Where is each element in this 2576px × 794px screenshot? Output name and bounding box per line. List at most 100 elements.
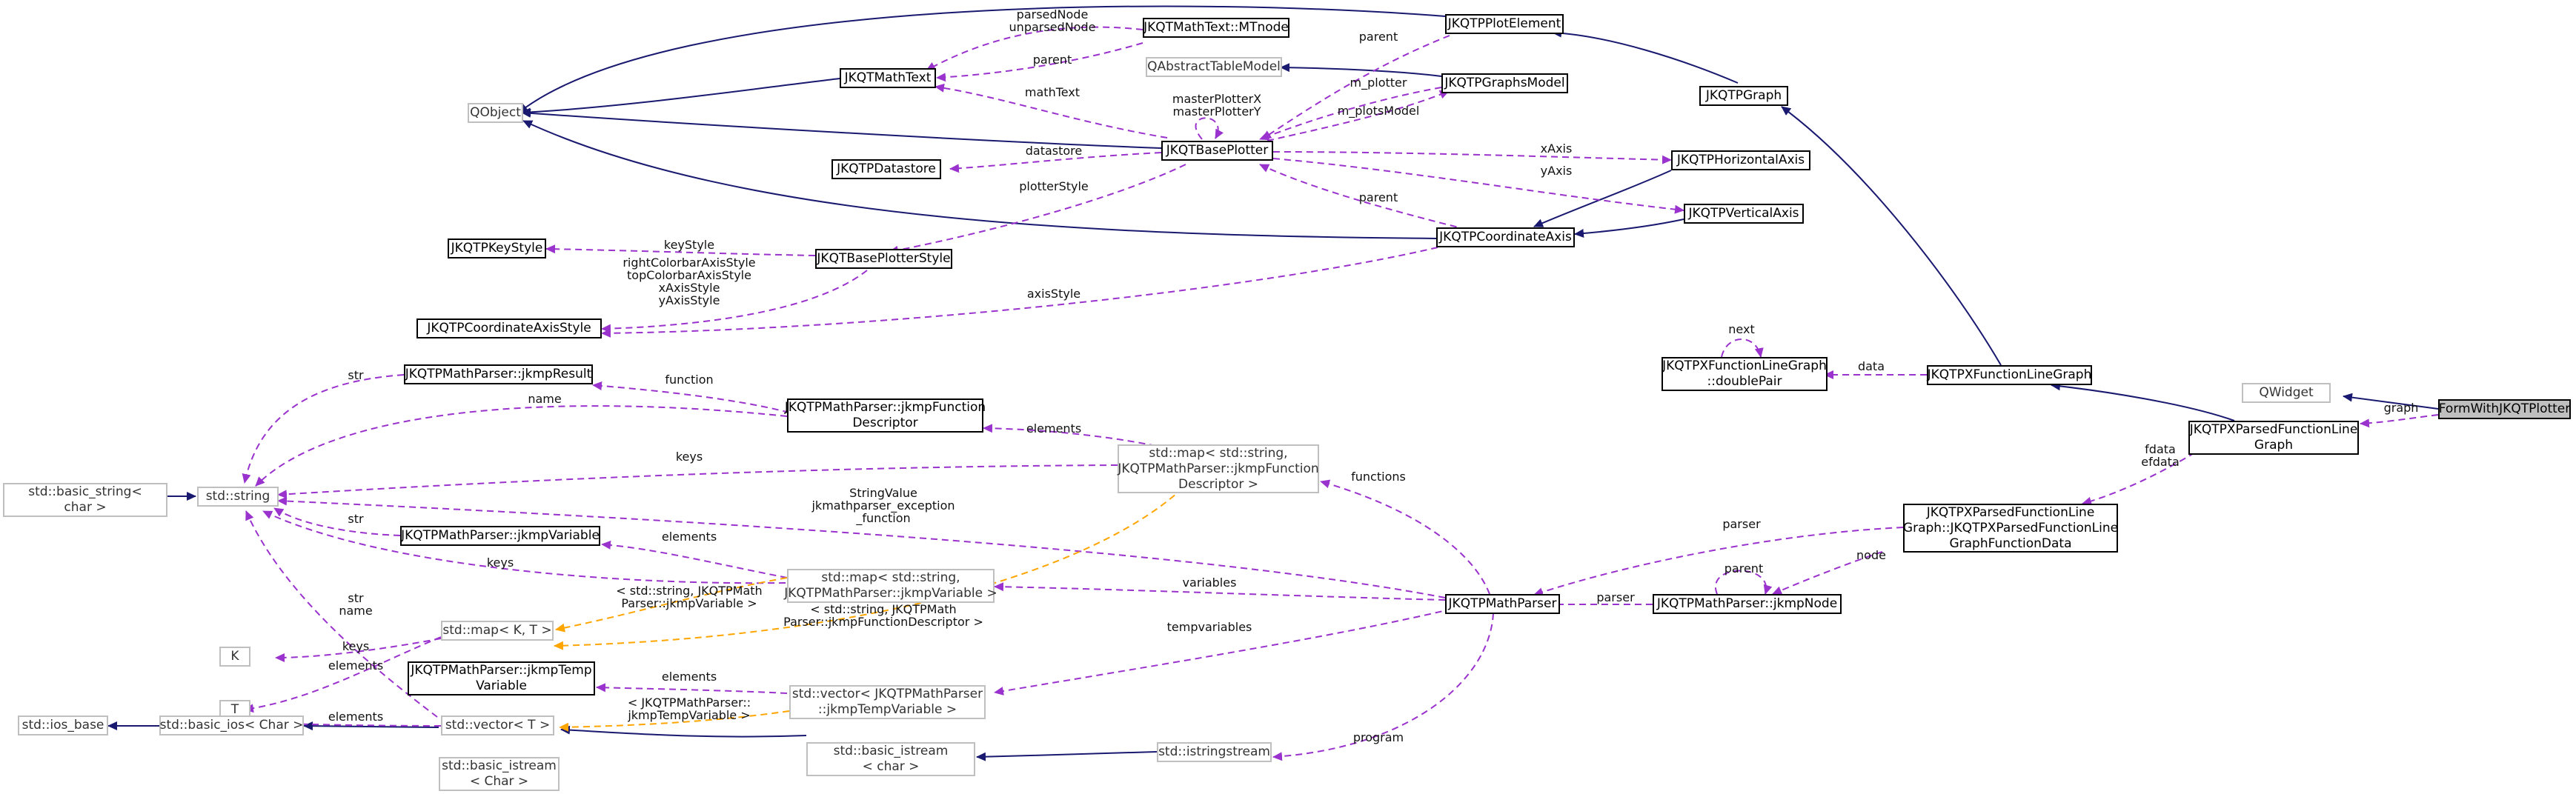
node-map-function-descriptor[interactable]: std::map< std::string, JKQTPMathParser::j… [1118,444,1319,493]
label-mplotter: m_plotter [1350,76,1407,90]
label-keys-function: keys [676,450,703,464]
edge-usage-keys-k [275,638,442,662]
edge-usage-str-variable [273,507,401,536]
node-k[interactable]: K [219,647,250,667]
node-qwidget[interactable]: QWidget [2242,383,2331,403]
edge-usage-functions [1320,479,1490,595]
edge-tpl-temp [559,710,790,732]
label-parent-plot: parent [1359,30,1398,44]
label-name: name [528,392,561,406]
edge-plotelement-qobject [518,5,1446,113]
edge-usage-elements-variable [601,540,788,578]
edge-usage-parent-mathtext [936,42,1143,82]
node-graph-function-data[interactable]: JKQTPXParsedFunctionLine Graph::JKQTPXPar… [1903,504,2118,553]
node-qobject[interactable]: QObject [468,103,523,123]
node-jkqtpkey-style[interactable]: JKQTPKeyStyle [448,238,546,258]
edge-istringstream-istream [976,751,1158,761]
node-jkqtpvertical-axis[interactable]: JKQTPVerticalAxis [1684,204,1804,224]
edge-usage-next [1721,338,1764,358]
label-plotterstyle: plotterStyle [1019,179,1089,193]
edge-usage-mathtext [935,83,1168,139]
label-elements-variable: elements [662,530,717,544]
node-jkqtpcoordinate-axis-style[interactable]: JKQTPCoordinateAxisStyle [416,318,602,338]
edge-usage-program [1272,613,1494,761]
edge-parsed-xfunction [2051,381,2235,421]
node-std-basic-istream-char[interactable]: std::basic_istream < Char > [439,757,560,791]
label-elements-function: elements [1026,421,1081,436]
node-jkqtbase-plotter[interactable]: JKQTBasePlotter [1161,141,1273,161]
label-variables: variables [1183,576,1237,590]
label-parent-axis: parent [1359,190,1398,204]
node-double-pair[interactable]: JKQTPXFunctionLineGraph::doublePair [1662,357,1828,391]
node-jkqtpxfunction-line-graph[interactable]: JKQTPXFunctionLineGraph [1927,365,2092,385]
label-fdata: fdata efdata [2141,442,2180,469]
label-str-result: str [348,368,364,382]
node-jkmp-temp-variable[interactable]: JKQTPMathParser::jkmpTemp Variable [408,661,595,695]
edge-usage-str-result [242,374,405,484]
edge-usage-xaxis [1272,151,1672,164]
label-keys-k: keys [342,639,369,653]
node-std-basic-string[interactable]: std::basic_string< char > [3,483,167,517]
label-elements-vector-t: elements [328,710,383,724]
edge-usage-parent-axis [1259,164,1468,230]
node-form-with-jkqtplotter[interactable]: FormWithJKQTPlotter [2438,399,2571,419]
node-jkqtpgraphs-model[interactable]: JKQTPGraphsModel [1441,73,1568,93]
label-masterplotter: masterPlotterX masterPlotterY [1172,92,1261,119]
label-parent-mathtext: parent [1033,53,1072,67]
node-map-jkmp-variable[interactable]: std::map< std::string, JKQTPMathParser::j… [784,569,997,603]
node-std-istringstream[interactable]: std::istringstream [1157,742,1272,762]
edge-usage-axisstyle [601,247,1438,338]
label-parent-node: parent [1724,561,1763,576]
edge-usage-axisstyles [601,270,868,333]
label-function: function [665,373,713,387]
edge-usage-parent-node [1714,570,1773,595]
label-keystyle: keyStyle [664,238,714,252]
label-axisstyles: rightColorbarAxisStyle topColorbarAxisSty… [623,256,755,307]
node-jkmp-result[interactable]: JKQTPMathParser::jkmpResult [404,364,593,384]
node-jkqtmathtext[interactable]: JKQTMathText [840,68,936,88]
node-jkqtpmath-parser[interactable]: JKQTPMathParser [1445,594,1560,614]
node-jkqtmathtext-mtnode[interactable]: JKQTMathText::MTnode [1143,18,1289,38]
edge-usage-datastore [949,152,1162,173]
edge-usage-keystyle [545,244,816,256]
edge-istream-basicios [303,721,439,731]
node-std-string[interactable]: std::string [197,487,279,507]
edge-usage-elements-t [244,636,442,713]
label-xaxis: xAxis [1541,141,1573,156]
node-qabstract-table-model[interactable]: QAbstractTableModel [1146,57,1282,77]
node-std-map-k-t[interactable]: std::map< K, T > [441,621,554,641]
node-jkmp-function-descriptor[interactable]: JKQTPMathParser::jkmpFunction Descriptor [785,398,986,433]
node-std-basic-istream-char-lc[interactable]: std::basic_istream < char > [806,742,975,776]
node-jkqtpgraph[interactable]: JKQTPGraph [1699,86,1788,106]
edge-usage-elements-temp [596,683,788,694]
node-jkmp-variable[interactable]: JKQTPMathParser::jkmpVariable [400,526,600,546]
label-tpl-temp: < JKQTPMathParser:: jkmpTempVariable > [627,695,751,722]
node-jkqtpxparsed-function-line-graph[interactable]: JKQTPXParsedFunctionLine Graph [2188,421,2359,455]
label-axisstyle: axisStyle [1027,287,1080,301]
node-std-vector-t[interactable]: std::vector< T > [441,715,554,735]
node-std-ios-base[interactable]: std::ios_base [18,715,108,735]
label-tpl-variable: < std::string, JKQTPMath Parser::jkmpVari… [616,584,762,610]
label-data: data [1858,359,1885,373]
edge-usage-plotterstyle [889,164,1186,255]
node-jkmp-node[interactable]: JKQTPMathParser::jkmpNode [1653,594,1842,614]
node-jkqtpcoordinate-axis[interactable]: JKQTPCoordinateAxis [1436,227,1575,247]
node-jkqtbase-plotter-style[interactable]: JKQTBasePlotterStyle [815,249,952,269]
edge-usage-graph [2360,414,2439,428]
label-mathtext: mathText [1025,85,1080,99]
edge-usage-name [255,405,788,487]
label-elements-temp: elements [662,670,717,684]
edge-xfunction-graph [1781,106,2002,366]
node-jkqtpdatastore[interactable]: JKQTPDatastore [831,159,941,179]
edge-form-qwidget [2343,393,2439,410]
edge-haxis-coordaxis [1533,170,1672,227]
node-vector-jkmp-temp-variable[interactable]: std::vector< JKQTPMathParser::jkmpTempVa… [789,685,986,719]
edge-usage-parser-data [1533,527,1904,596]
node-jkqtpplot-element[interactable]: JKQTPPlotElement [1445,14,1564,34]
node-jkqtphorizontal-axis[interactable]: JKQTPHorizontalAxis [1671,150,1810,170]
node-std-basic-ios[interactable]: std::basic_ios< Char > [159,715,304,735]
label-mplotsmodel: m_plotsModel [1338,104,1420,119]
label-yaxis: yAxis [1541,164,1573,178]
